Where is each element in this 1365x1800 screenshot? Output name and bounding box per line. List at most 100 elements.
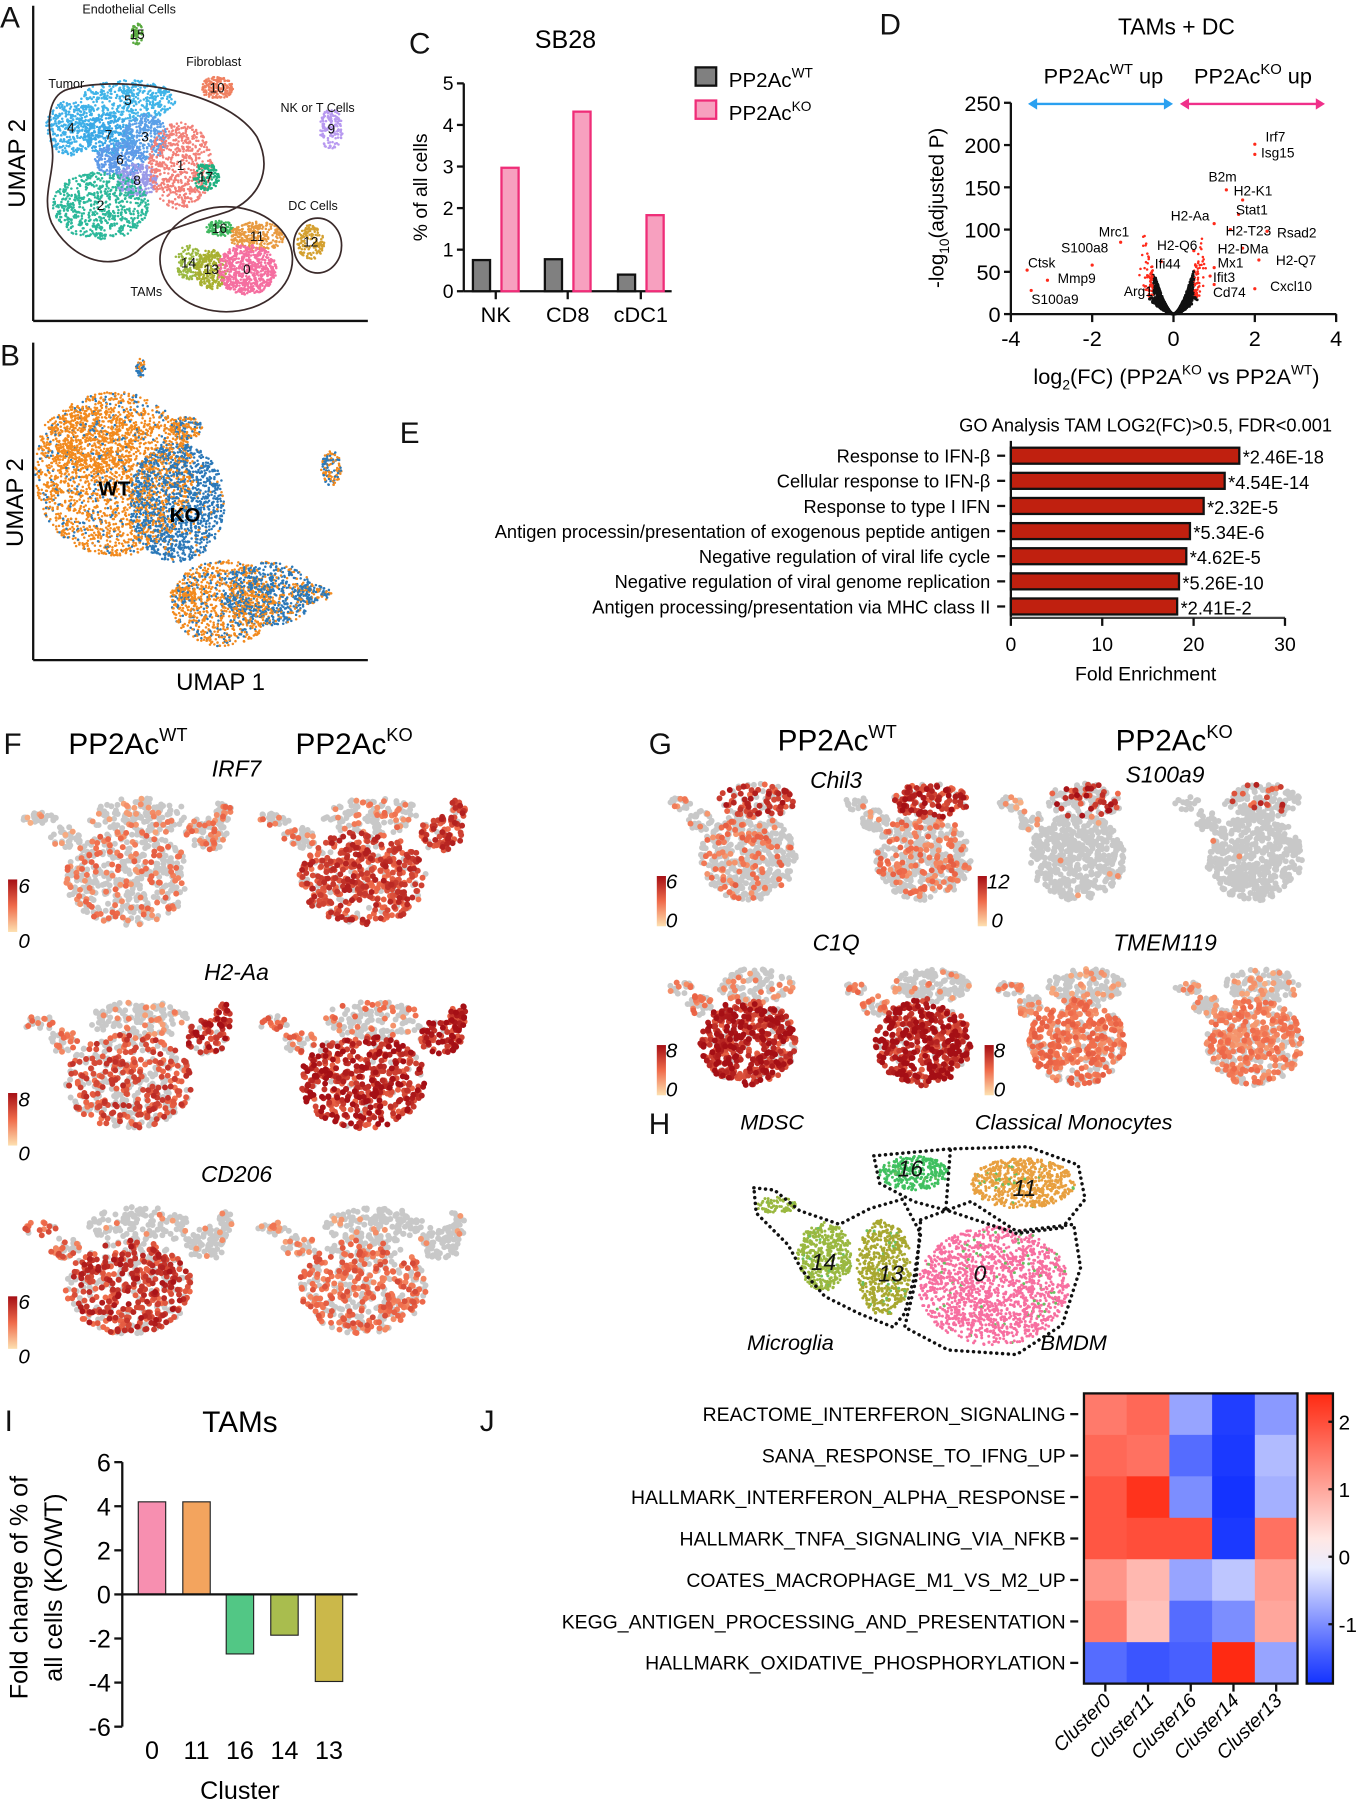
cell-dot (191, 278, 194, 281)
cell-dot (159, 197, 162, 200)
cell-dot (110, 162, 113, 165)
cell-dot (79, 143, 82, 146)
cell-dot (137, 88, 140, 91)
cell-dot (109, 114, 112, 117)
cell-dot (68, 136, 71, 139)
cell-dot (132, 89, 135, 92)
cell-dot (170, 178, 173, 181)
cell-dot (77, 215, 80, 218)
cell-dot (88, 97, 91, 100)
cell-dot (139, 108, 142, 111)
cell-dot (55, 148, 58, 151)
cell-dot (65, 140, 68, 143)
cell-dot (68, 139, 71, 142)
cell-dot (162, 130, 165, 133)
cell-dot (248, 221, 251, 224)
cell-dot (98, 114, 101, 117)
cell-dot (336, 142, 339, 145)
cell-dot (301, 253, 304, 256)
cell-dot (216, 180, 219, 183)
cell-dot (197, 271, 200, 274)
cell-dot (111, 217, 114, 220)
cell-dot (231, 241, 234, 244)
cell-dot (310, 228, 313, 231)
cell-dot (139, 89, 142, 92)
cell-dot (154, 188, 157, 191)
cell-dot (63, 194, 66, 197)
cell-dot (178, 268, 181, 271)
cell-dot (103, 173, 106, 176)
cell-dot (181, 205, 184, 208)
cell-dot (187, 148, 190, 151)
cell-dot (198, 157, 201, 160)
cell-dot (207, 188, 210, 191)
cell-dot (77, 191, 80, 194)
cell-dot (178, 253, 181, 256)
cell-dot (228, 223, 231, 226)
cell-dot (163, 105, 166, 108)
cell-dot (185, 159, 188, 162)
cell-dot (200, 186, 203, 189)
cell-dot (188, 246, 191, 249)
cell-dot (148, 157, 151, 160)
cell-dot (78, 197, 81, 200)
cell-dot (136, 147, 139, 150)
cell-dot (174, 186, 177, 189)
cell-dot (205, 141, 208, 144)
cell-dot (66, 223, 69, 226)
cell-dot (183, 135, 186, 138)
cell-dot (71, 232, 74, 235)
cell-dot (234, 288, 237, 291)
cell-dot (83, 201, 86, 204)
cell-dot (337, 128, 340, 131)
cell-dot (134, 43, 137, 46)
cell-dot (301, 230, 304, 233)
cell-dot (139, 203, 142, 206)
cell-dot (203, 151, 206, 154)
cell-dot (154, 98, 157, 101)
cell-dot (167, 158, 170, 161)
cell-dot (202, 191, 205, 194)
cell-dot (51, 113, 54, 116)
cell-dot (133, 105, 136, 108)
cell-dot (176, 122, 179, 125)
cell-dot (174, 148, 177, 151)
cell-dot (79, 117, 82, 120)
cell-dot (169, 144, 172, 147)
cell-dot (112, 234, 115, 237)
cell-dot (96, 108, 99, 111)
cell-dot (59, 212, 62, 215)
cell-dot (193, 134, 196, 137)
cell-dot (95, 176, 98, 179)
cell-dot (62, 101, 65, 104)
cell-dot (92, 123, 95, 126)
cell-dot (83, 106, 86, 109)
cell-dot (161, 162, 164, 165)
cell-dot (142, 157, 145, 160)
cell-dot (126, 186, 129, 189)
cell-dot (183, 188, 186, 191)
cell-dot (70, 187, 73, 190)
cell-dot (141, 160, 144, 163)
cell-dot (163, 172, 166, 175)
cell-dot (67, 207, 70, 210)
cell-dot (142, 175, 145, 178)
cell-dot (158, 169, 161, 172)
cell-dot (171, 130, 174, 133)
cell-dot (117, 119, 120, 122)
cell-dot (206, 146, 209, 149)
cell-dot (91, 98, 94, 101)
cell-dot (166, 145, 169, 148)
cell-dot (132, 210, 135, 213)
cell-dot (115, 147, 118, 150)
cell-dot (213, 254, 216, 257)
cell-dot (85, 112, 88, 115)
cell-dot (160, 132, 163, 135)
cell-dot (58, 220, 61, 223)
cell-dot (61, 118, 64, 121)
cell-dot (139, 124, 142, 127)
cell-dot (93, 119, 96, 122)
cell-dot (83, 231, 86, 234)
cell-dot (161, 140, 164, 143)
cell-dot (132, 95, 135, 98)
